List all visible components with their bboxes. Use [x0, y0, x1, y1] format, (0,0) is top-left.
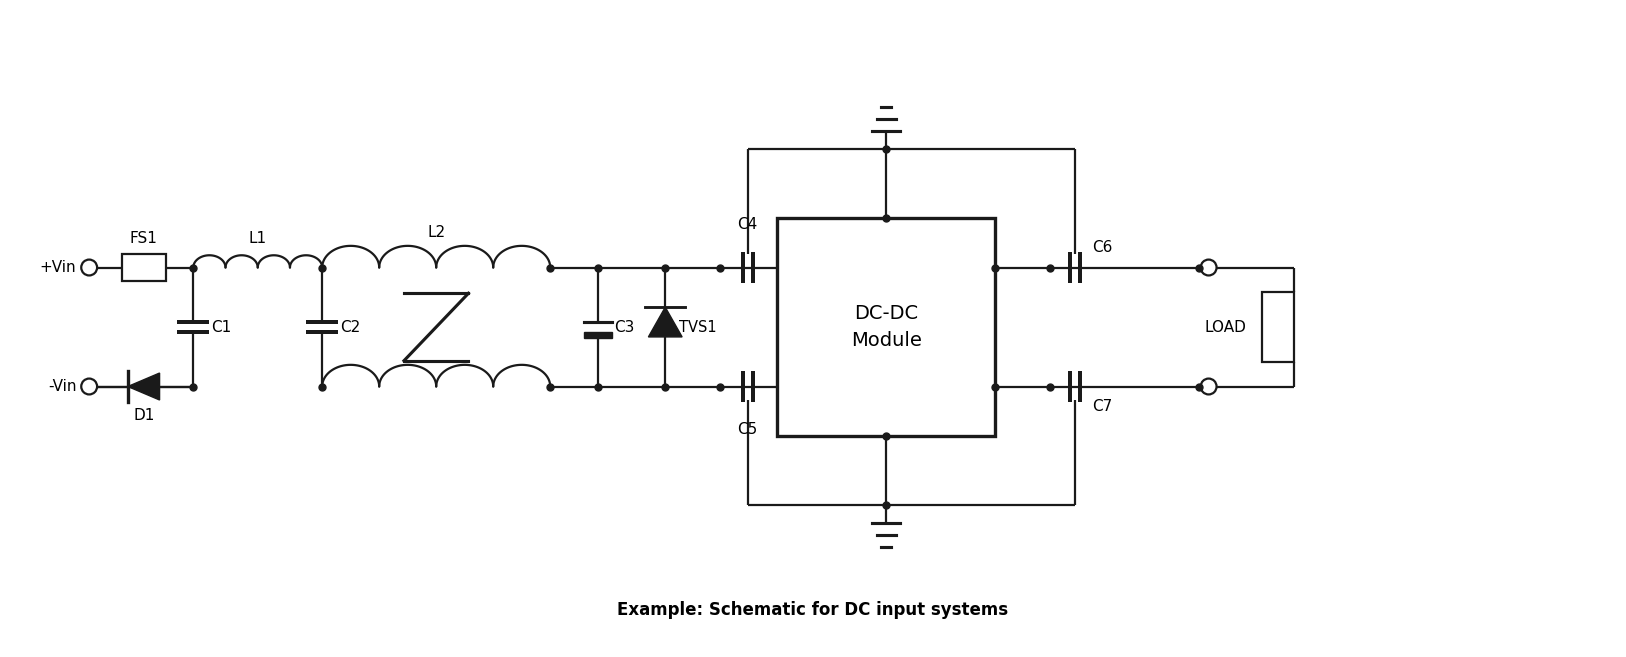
- Text: D1: D1: [133, 408, 154, 423]
- Text: FS1: FS1: [130, 231, 158, 246]
- Text: C7: C7: [1093, 399, 1112, 414]
- Circle shape: [1202, 260, 1216, 275]
- Polygon shape: [649, 307, 683, 337]
- Text: TVS1: TVS1: [680, 319, 717, 334]
- Text: C4: C4: [738, 217, 758, 232]
- Text: LOAD: LOAD: [1205, 319, 1246, 334]
- Circle shape: [81, 379, 96, 394]
- Bar: [122, 254, 166, 281]
- Text: -Vin: -Vin: [47, 379, 76, 394]
- Circle shape: [81, 260, 96, 275]
- Text: C1: C1: [211, 319, 231, 334]
- Circle shape: [1202, 379, 1216, 394]
- Text: C3: C3: [613, 319, 634, 334]
- Text: C5: C5: [738, 422, 758, 437]
- Text: +Vin: +Vin: [39, 260, 76, 275]
- Text: C6: C6: [1093, 240, 1112, 255]
- Bar: [1262, 292, 1294, 362]
- Text: L2: L2: [428, 225, 446, 240]
- Text: DC-DC
Module: DC-DC Module: [850, 304, 922, 350]
- Text: C2: C2: [340, 319, 361, 334]
- Polygon shape: [584, 332, 611, 338]
- Polygon shape: [128, 373, 159, 400]
- Bar: [777, 218, 995, 436]
- Text: L1: L1: [249, 231, 267, 246]
- Text: Example: Schematic for DC input systems: Example: Schematic for DC input systems: [618, 600, 1008, 619]
